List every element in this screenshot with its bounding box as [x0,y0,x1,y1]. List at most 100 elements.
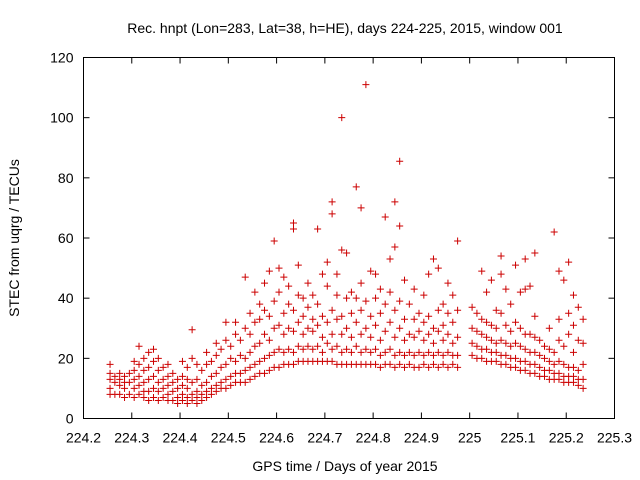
data-point [154,378,162,386]
data-point [116,375,124,383]
data-point [251,372,259,380]
data-point [372,321,380,329]
data-point [386,288,394,296]
data-point [314,225,322,233]
data-point [149,345,157,353]
data-point [478,315,486,323]
data-point [304,279,312,287]
data-point [362,81,370,89]
data-point [391,198,399,206]
data-point [116,381,124,389]
y-tick-label: 100 [50,110,74,126]
data-point [328,330,336,338]
data-point [502,360,510,368]
data-point [198,390,206,398]
data-point [434,264,442,272]
data-point [304,303,312,311]
data-point [401,351,409,359]
data-point [246,309,254,317]
data-point [531,360,539,368]
data-point [145,348,153,356]
chart-title: Rec. hnpt (Lon=283, Lat=38, h=HE), days … [127,20,563,36]
data-point [579,360,587,368]
y-tick-label: 0 [66,411,74,427]
data-point [178,396,186,404]
data-point [454,306,462,314]
data-point [174,384,182,392]
data-point [227,342,235,350]
data-point [333,342,341,350]
data-point [314,321,322,329]
data-point [193,393,201,401]
data-point [512,261,520,269]
data-point [294,261,302,269]
data-point [483,288,491,296]
data-point [154,366,162,374]
data-point [338,312,346,320]
data-point [265,312,273,320]
data-point [357,348,365,356]
data-point [280,330,288,338]
data-point [405,348,413,356]
data-point [261,279,269,287]
data-point [140,366,148,374]
data-point [212,339,220,347]
data-point [405,360,413,368]
data-point [449,318,457,326]
data-point [338,348,346,356]
data-point [347,309,355,317]
data-point [328,210,336,218]
data-point [415,363,423,371]
data-point [439,321,447,329]
data-point [343,324,351,332]
data-point [565,258,573,266]
data-point [246,348,254,356]
data-point [309,315,317,323]
data-point [357,330,365,338]
data-point [396,324,404,332]
data-point [130,366,138,374]
x-tick-label: 224.4 [163,430,198,446]
data-point [352,294,360,302]
data-point [275,345,283,353]
data-point [497,336,505,344]
data-point [386,318,394,326]
data-point [178,381,186,389]
data-point [512,354,520,362]
data-point [401,276,409,284]
y-tick-label: 40 [58,290,74,306]
data-point [212,351,220,359]
data-point [227,381,235,389]
data-point [483,333,491,341]
data-point [222,360,230,368]
data-point [396,297,404,305]
data-point [531,348,539,356]
y-tick-label: 60 [58,230,74,246]
data-point [270,348,278,356]
data-point [116,390,124,398]
data-point [106,360,114,368]
data-point [149,384,157,392]
data-point [203,360,211,368]
data-point [140,378,148,386]
data-point [178,390,186,398]
data-point [232,357,240,365]
data-point [256,315,264,323]
data-point [541,354,549,362]
x-tick-label: 224.8 [356,430,391,446]
data-point [492,324,500,332]
data-point [555,375,563,383]
data-point [343,294,351,302]
data-point [188,326,196,334]
data-point [270,324,278,332]
data-point [550,228,558,236]
data-point [444,363,452,371]
data-point [555,336,563,344]
data-point [121,372,129,380]
data-point [275,363,283,371]
data-point [217,363,225,371]
data-point [507,300,515,308]
data-point [401,315,409,323]
data-point [545,366,553,374]
data-point [212,381,220,389]
